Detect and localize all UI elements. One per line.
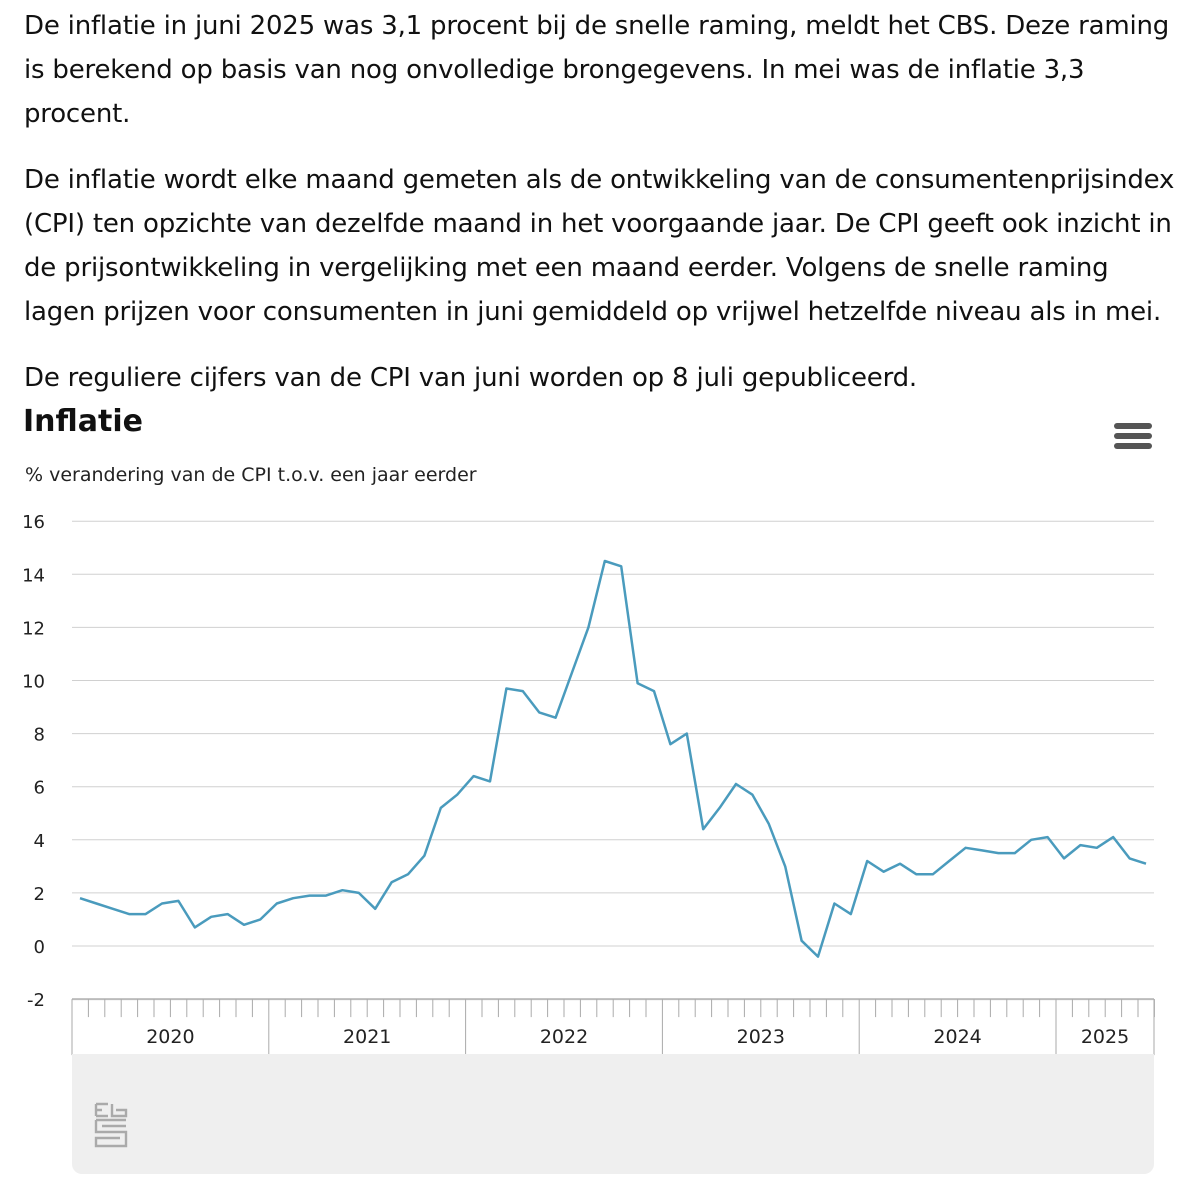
inflation-series-line[interactable] (79, 559, 1147, 958)
data-point[interactable] (1058, 852, 1070, 864)
data-point[interactable] (861, 855, 873, 867)
article-text: De inflatie in juni 2025 was 3,1 procent… (24, 4, 1184, 422)
data-point[interactable] (172, 895, 184, 907)
data-point[interactable] (156, 898, 168, 910)
data-point[interactable] (123, 908, 135, 920)
hamburger-menu-icon (1114, 423, 1152, 449)
paragraph-1: De inflatie in juni 2025 was 3,1 procent… (24, 11, 1170, 129)
data-point[interactable] (648, 685, 660, 697)
y-tick-label: -2 (27, 990, 45, 1011)
data-point[interactable] (254, 913, 266, 925)
gridlines (72, 520, 1154, 947)
data-point[interactable] (435, 802, 447, 814)
x-axis: 2020 2021 2022 2023 2024 2025 (71, 998, 1155, 1056)
data-point[interactable] (1025, 834, 1037, 846)
data-point[interactable] (763, 818, 775, 830)
data-point[interactable] (796, 935, 808, 947)
y-axis-labels: -2 0 2 4 6 8 10 12 14 16 (22, 512, 45, 1011)
data-point[interactable] (615, 560, 627, 572)
cbs-logo-icon (94, 1102, 128, 1148)
data-point[interactable] (878, 866, 890, 878)
data-point[interactable] (582, 621, 594, 633)
chart-subtitle: % verandering van de CPI t.o.v. een jaar… (25, 464, 477, 486)
data-point[interactable] (992, 847, 1004, 859)
data-point[interactable] (107, 903, 119, 915)
y-tick-label: 14 (22, 565, 45, 586)
x-year-label: 2021 (343, 1026, 391, 1048)
data-point[interactable] (697, 823, 709, 835)
data-point[interactable] (386, 876, 398, 888)
chart-title: Inflatie (23, 404, 143, 439)
data-point[interactable] (960, 842, 972, 854)
data-point[interactable] (189, 921, 201, 933)
data-point[interactable] (402, 868, 414, 880)
x-year-label: 2023 (737, 1026, 785, 1048)
data-point[interactable] (632, 677, 644, 689)
data-point[interactable] (140, 908, 152, 920)
y-tick-label: 2 (34, 884, 45, 905)
data-point[interactable] (812, 951, 824, 963)
x-year-label: 2022 (540, 1026, 588, 1048)
data-point[interactable] (599, 555, 611, 567)
data-point[interactable] (1042, 831, 1054, 843)
y-tick-label: 0 (34, 937, 45, 958)
paragraph-2: De inflatie wordt elke maand gemeten als… (24, 165, 1175, 327)
data-point[interactable] (681, 728, 693, 740)
data-point[interactable] (828, 898, 840, 910)
y-tick-label: 16 (22, 512, 45, 533)
chart-menu-button[interactable] (1114, 423, 1152, 453)
data-point[interactable] (74, 892, 86, 904)
data-point[interactable] (1009, 847, 1021, 859)
data-point[interactable] (1140, 858, 1152, 870)
x-year-label: 2024 (933, 1026, 981, 1048)
data-point[interactable] (484, 775, 496, 787)
data-point[interactable] (845, 908, 857, 920)
data-point[interactable] (353, 887, 365, 899)
data-point[interactable] (730, 778, 742, 790)
data-point[interactable] (1091, 842, 1103, 854)
y-tick-label: 6 (34, 778, 45, 799)
data-point[interactable] (533, 706, 545, 718)
data-point[interactable] (943, 855, 955, 867)
data-point[interactable] (205, 911, 217, 923)
data-point[interactable] (336, 884, 348, 896)
data-point[interactable] (566, 667, 578, 679)
data-point[interactable] (238, 919, 250, 931)
data-point[interactable] (910, 868, 922, 880)
x-year-label: 2025 (1081, 1026, 1129, 1048)
data-point[interactable] (451, 789, 463, 801)
data-point[interactable] (418, 850, 430, 862)
y-tick-label: 12 (22, 618, 45, 639)
chart-navigator[interactable] (72, 1054, 1154, 1174)
data-point[interactable] (746, 789, 758, 801)
data-point[interactable] (304, 890, 316, 902)
y-tick-label: 10 (22, 672, 45, 693)
data-point[interactable] (90, 898, 102, 910)
data-point[interactable] (976, 844, 988, 856)
data-point[interactable] (664, 738, 676, 750)
data-point[interactable] (894, 858, 906, 870)
data-point[interactable] (320, 890, 332, 902)
y-tick-label: 8 (34, 725, 45, 746)
data-point[interactable] (369, 903, 381, 915)
paragraph-3: De reguliere cijfers van de CPI van juni… (24, 363, 917, 393)
series-layer (74, 555, 1152, 963)
data-point[interactable] (779, 860, 791, 872)
data-point[interactable] (500, 682, 512, 694)
data-point[interactable] (714, 802, 726, 814)
x-year-label: 2020 (146, 1026, 194, 1048)
data-point[interactable] (550, 712, 562, 724)
data-point[interactable] (927, 868, 939, 880)
data-point[interactable] (287, 892, 299, 904)
data-point[interactable] (468, 770, 480, 782)
data-point[interactable] (1107, 831, 1119, 843)
inflation-line-chart: -2 0 2 4 6 8 10 12 14 16 2020 2021 2022 2023 2024 2025 (22, 512, 1155, 1056)
data-point[interactable] (517, 685, 529, 697)
data-point[interactable] (271, 898, 283, 910)
data-point[interactable] (1074, 839, 1086, 851)
y-tick-label: 4 (34, 831, 45, 852)
data-point[interactable] (222, 908, 234, 920)
data-point[interactable] (1124, 852, 1136, 864)
